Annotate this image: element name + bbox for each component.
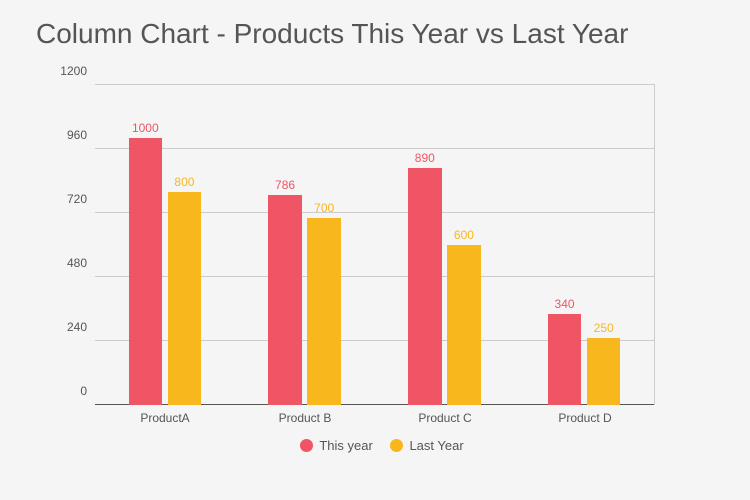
bar: 250 (587, 338, 621, 405)
y-tick-label: 1200 (60, 64, 95, 78)
y-tick-label: 480 (67, 256, 95, 270)
bar-value-label: 600 (454, 228, 474, 245)
y-tick-label: 0 (80, 384, 95, 398)
x-tick-label: Product C (418, 411, 471, 425)
column-chart: 0240480720960120010008007867008906003402… (95, 84, 655, 453)
bar: 786 (268, 195, 302, 405)
bar-value-label: 1000 (132, 121, 159, 138)
bar-value-label: 700 (314, 201, 334, 218)
x-axis-labels: ProductA Product B Product C Product D (95, 405, 655, 425)
bar: 600 (447, 245, 481, 405)
bar: 1000 (129, 138, 163, 405)
legend-swatch-last-year (390, 439, 403, 452)
page-title: Column Chart - Products This Year vs Las… (0, 0, 750, 50)
bar: 890 (408, 168, 442, 405)
bar-value-label: 340 (555, 297, 575, 314)
legend-label-this-year: This year (319, 438, 372, 453)
plot-area: 0240480720960120010008007867008906003402… (95, 84, 655, 405)
x-tick-label: ProductA (140, 411, 189, 425)
bar: 700 (307, 218, 341, 405)
legend-swatch-this-year (300, 439, 313, 452)
bar-value-label: 250 (594, 321, 614, 338)
bar-value-label: 800 (174, 175, 194, 192)
x-tick-label: Product D (558, 411, 611, 425)
bar: 340 (548, 314, 582, 405)
x-tick-label: Product B (279, 411, 332, 425)
y-tick-label: 240 (67, 320, 95, 334)
bar-value-label: 890 (415, 151, 435, 168)
legend-label-last-year: Last Year (409, 438, 463, 453)
bar: 800 (168, 192, 202, 405)
y-tick-label: 720 (67, 192, 95, 206)
gridline (95, 148, 654, 149)
y-tick-label: 960 (67, 128, 95, 142)
bar-value-label: 786 (275, 178, 295, 195)
legend: This year Last Year (95, 437, 655, 453)
